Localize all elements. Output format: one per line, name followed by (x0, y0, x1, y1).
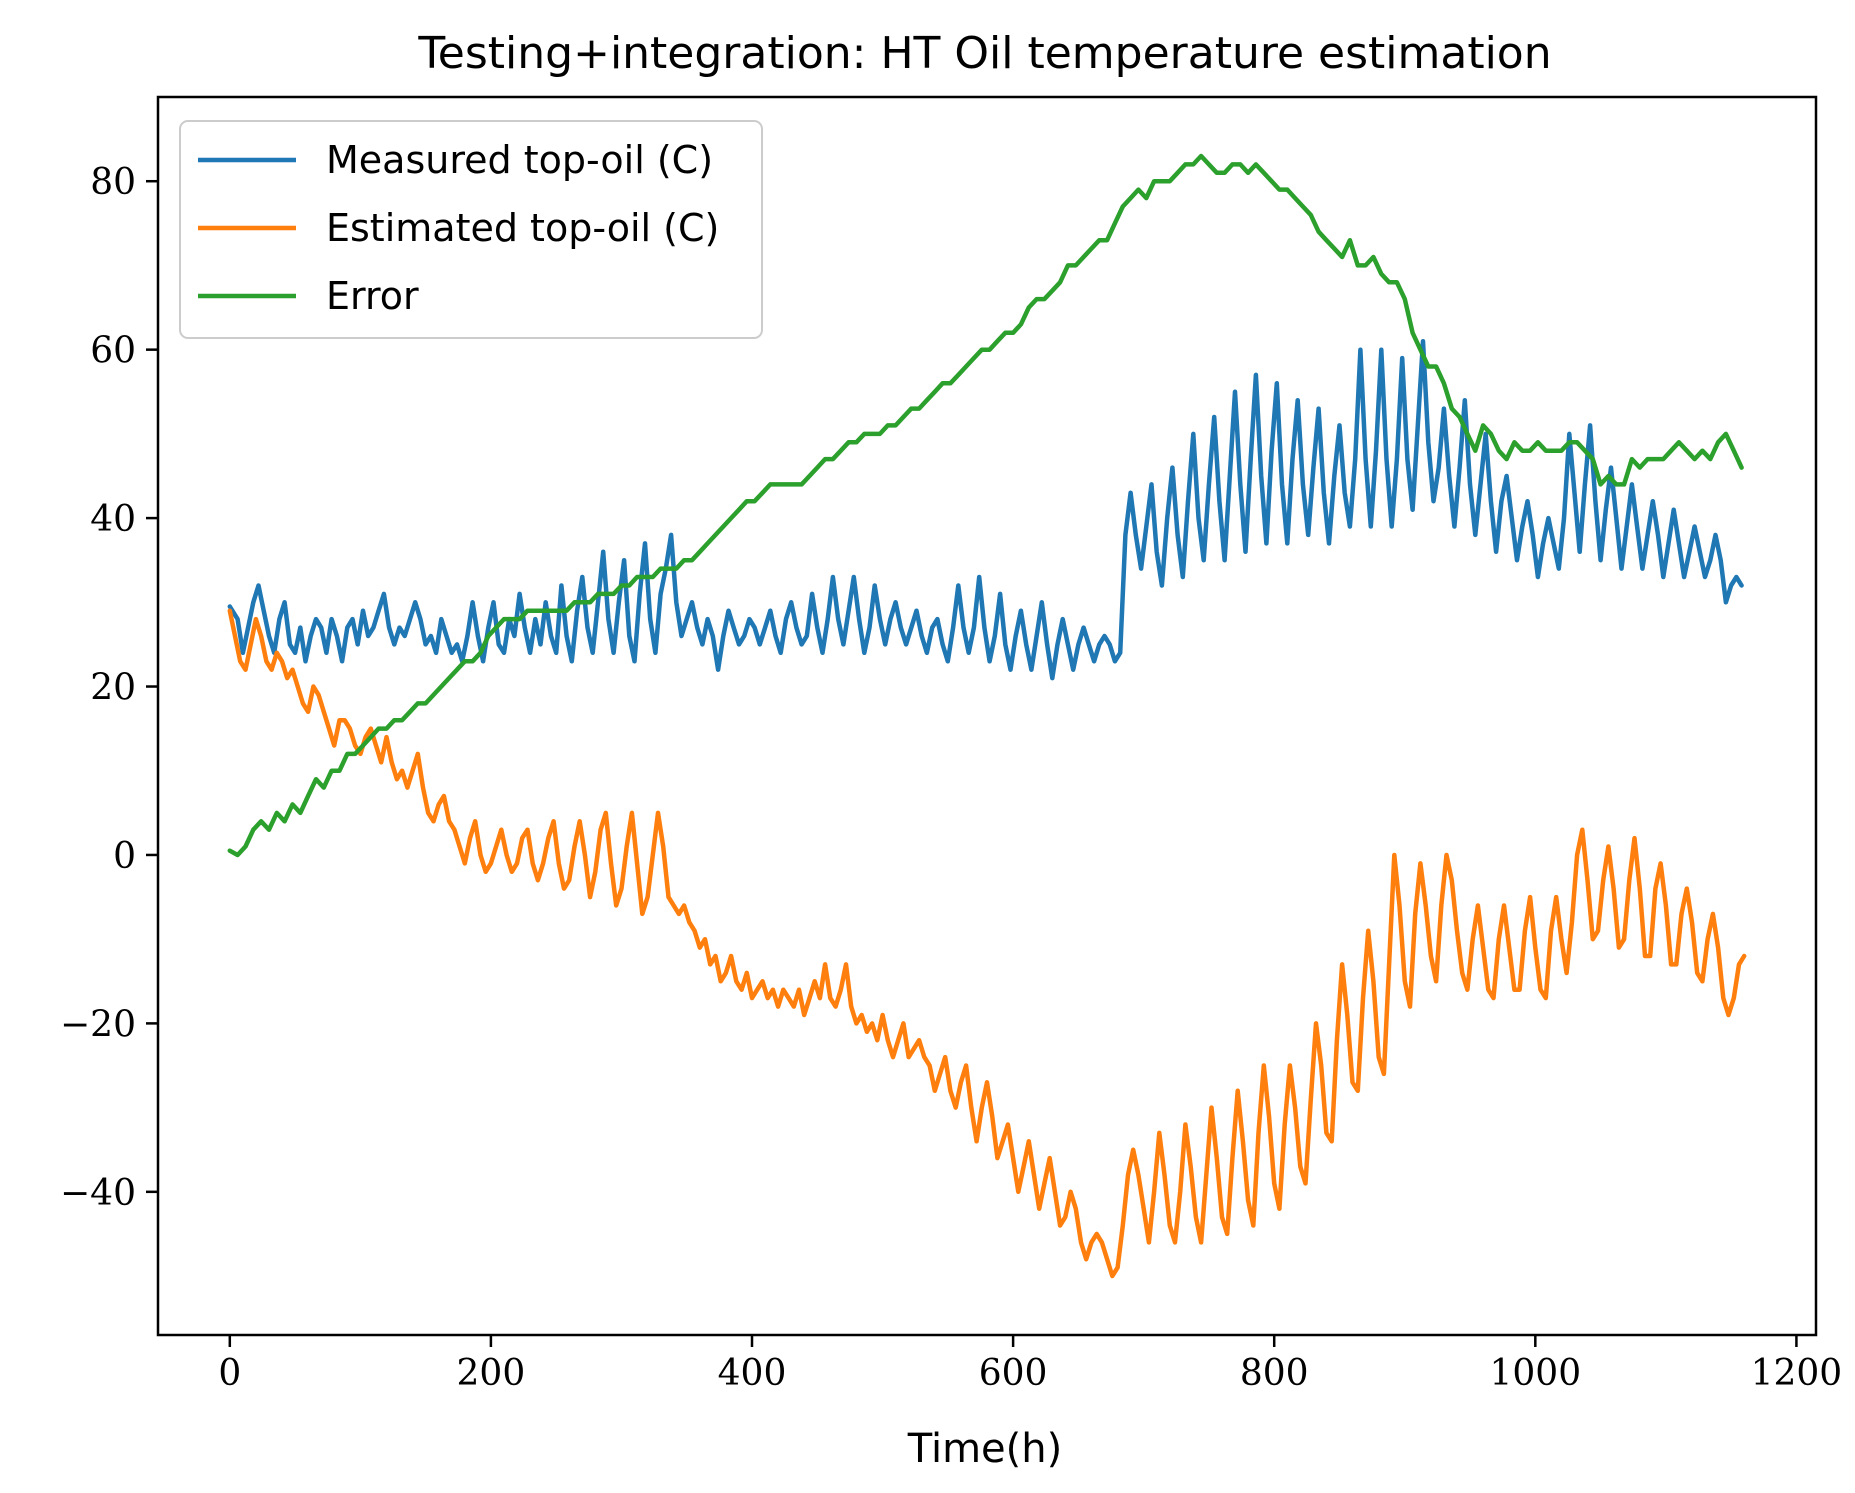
y-tick-label: 0 (113, 836, 136, 877)
x-tick-label: 600 (979, 1353, 1048, 1394)
y-tick-label: 20 (90, 668, 136, 709)
y-tick-label: 60 (90, 331, 136, 372)
plot-area (156, 95, 1818, 1337)
x-tick-label: 200 (457, 1353, 526, 1394)
x-axis-label: Time(h) (907, 1426, 1062, 1472)
legend-label-2: Error (326, 274, 419, 318)
y-tick-label: −20 (60, 1004, 136, 1045)
series-layer (227, 153, 1747, 1279)
series-line-1 (227, 608, 1747, 1279)
legend-items: Measured top-oil (C) Estimated top-oil (C… (198, 138, 719, 318)
series-line-0 (227, 338, 1744, 681)
chart-title: Testing+integration: HT Oil temperature … (417, 28, 1551, 79)
legend-label-0: Measured top-oil (C) (326, 138, 713, 182)
axes-frame (156, 95, 1818, 1337)
y-tick-label: 80 (90, 162, 136, 203)
series-line-2 (227, 153, 1744, 858)
x-tick-label: 1000 (1490, 1353, 1582, 1394)
x-tick-label: 400 (718, 1353, 787, 1394)
x-tick-label: 1200 (1751, 1353, 1843, 1394)
legend-label-1: Estimated top-oil (C) (326, 206, 719, 250)
x-tick-label: 0 (218, 1353, 241, 1394)
legend: Measured top-oil (C) Estimated top-oil (C… (179, 120, 763, 339)
x-tick-label: 800 (1240, 1353, 1309, 1394)
y-axis: −40 −20 0 20 40 60 80 (60, 162, 158, 1214)
legend-box (179, 120, 763, 339)
y-tick-label: −40 (60, 1173, 136, 1214)
x-axis: 0 200 400 600 800 1000 1200 (218, 1335, 1842, 1394)
y-tick-label: 40 (90, 499, 136, 540)
